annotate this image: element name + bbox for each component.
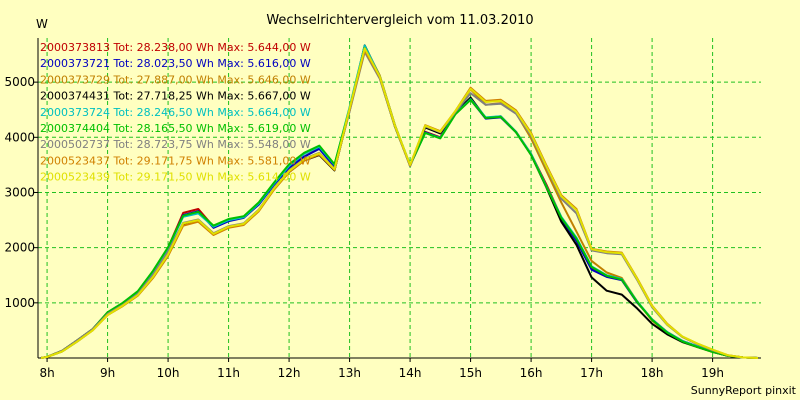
legend-entry: 2000523439 Tot: 29.171,50 Wh Max: 5.614,…	[40, 171, 311, 184]
x-tick-label: 17h	[580, 366, 603, 380]
legend-entry: 2000374404 Tot: 28.165,50 Wh Max: 5.619,…	[40, 122, 311, 135]
legend: 2000373813 Tot: 28.238,00 Wh Max: 5.644,…	[40, 41, 311, 184]
legend-entry: 2000373813 Tot: 28.238,00 Wh Max: 5.644,…	[40, 41, 311, 54]
x-tick-label: 15h	[459, 366, 482, 380]
y-tick-label: 5000	[4, 75, 35, 89]
x-tick-label: 8h	[39, 366, 54, 380]
x-tick-label: 9h	[100, 366, 115, 380]
x-tick-label: 10h	[157, 366, 180, 380]
x-tick-label: 11h	[217, 366, 240, 380]
y-tick-label: 2000	[4, 241, 35, 255]
y-tick-label: 4000	[4, 130, 35, 144]
x-tick-label: 16h	[520, 366, 543, 380]
legend-entry: 2000502737 Tot: 28.723,75 Wh Max: 5.548,…	[40, 138, 311, 151]
legend-entry: 2000523437 Tot: 29.171,75 Wh Max: 5.581,…	[40, 154, 311, 167]
x-tick-label: 18h	[641, 366, 664, 380]
x-tick-label: 12h	[278, 366, 301, 380]
legend-entry: 2000374431 Tot: 27.718,25 Wh Max: 5.667,…	[40, 90, 311, 103]
y-tick-label: 3000	[4, 185, 35, 199]
axes: 1000 2000 3000 4000 5000 8h 9h 10h 11h 12h 13h 14h 1…	[4, 38, 761, 380]
legend-entry: 2000373724 Tot: 28.246,50 Wh Max: 5.664,…	[40, 106, 311, 119]
legend-entry: 2000373721 Tot: 28.023,50 Wh Max: 5.616,…	[40, 57, 311, 70]
footer-credit: SunnyReport pinxit	[691, 384, 797, 397]
x-tick-label: 14h	[399, 366, 422, 380]
x-tick-label: 19h	[701, 366, 724, 380]
series-lines	[40, 44, 759, 359]
chart-title: Wechselrichtervergleich vom 11.03.2010	[266, 13, 533, 28]
y-axis-label: W	[36, 17, 48, 31]
x-tick-label: 13h	[338, 366, 361, 380]
y-tick-label: 1000	[4, 296, 35, 310]
series-line-9	[40, 47, 759, 359]
legend-entry: 2000373729 Tot: 27.887,00 Wh Max: 5.646,…	[40, 73, 311, 86]
